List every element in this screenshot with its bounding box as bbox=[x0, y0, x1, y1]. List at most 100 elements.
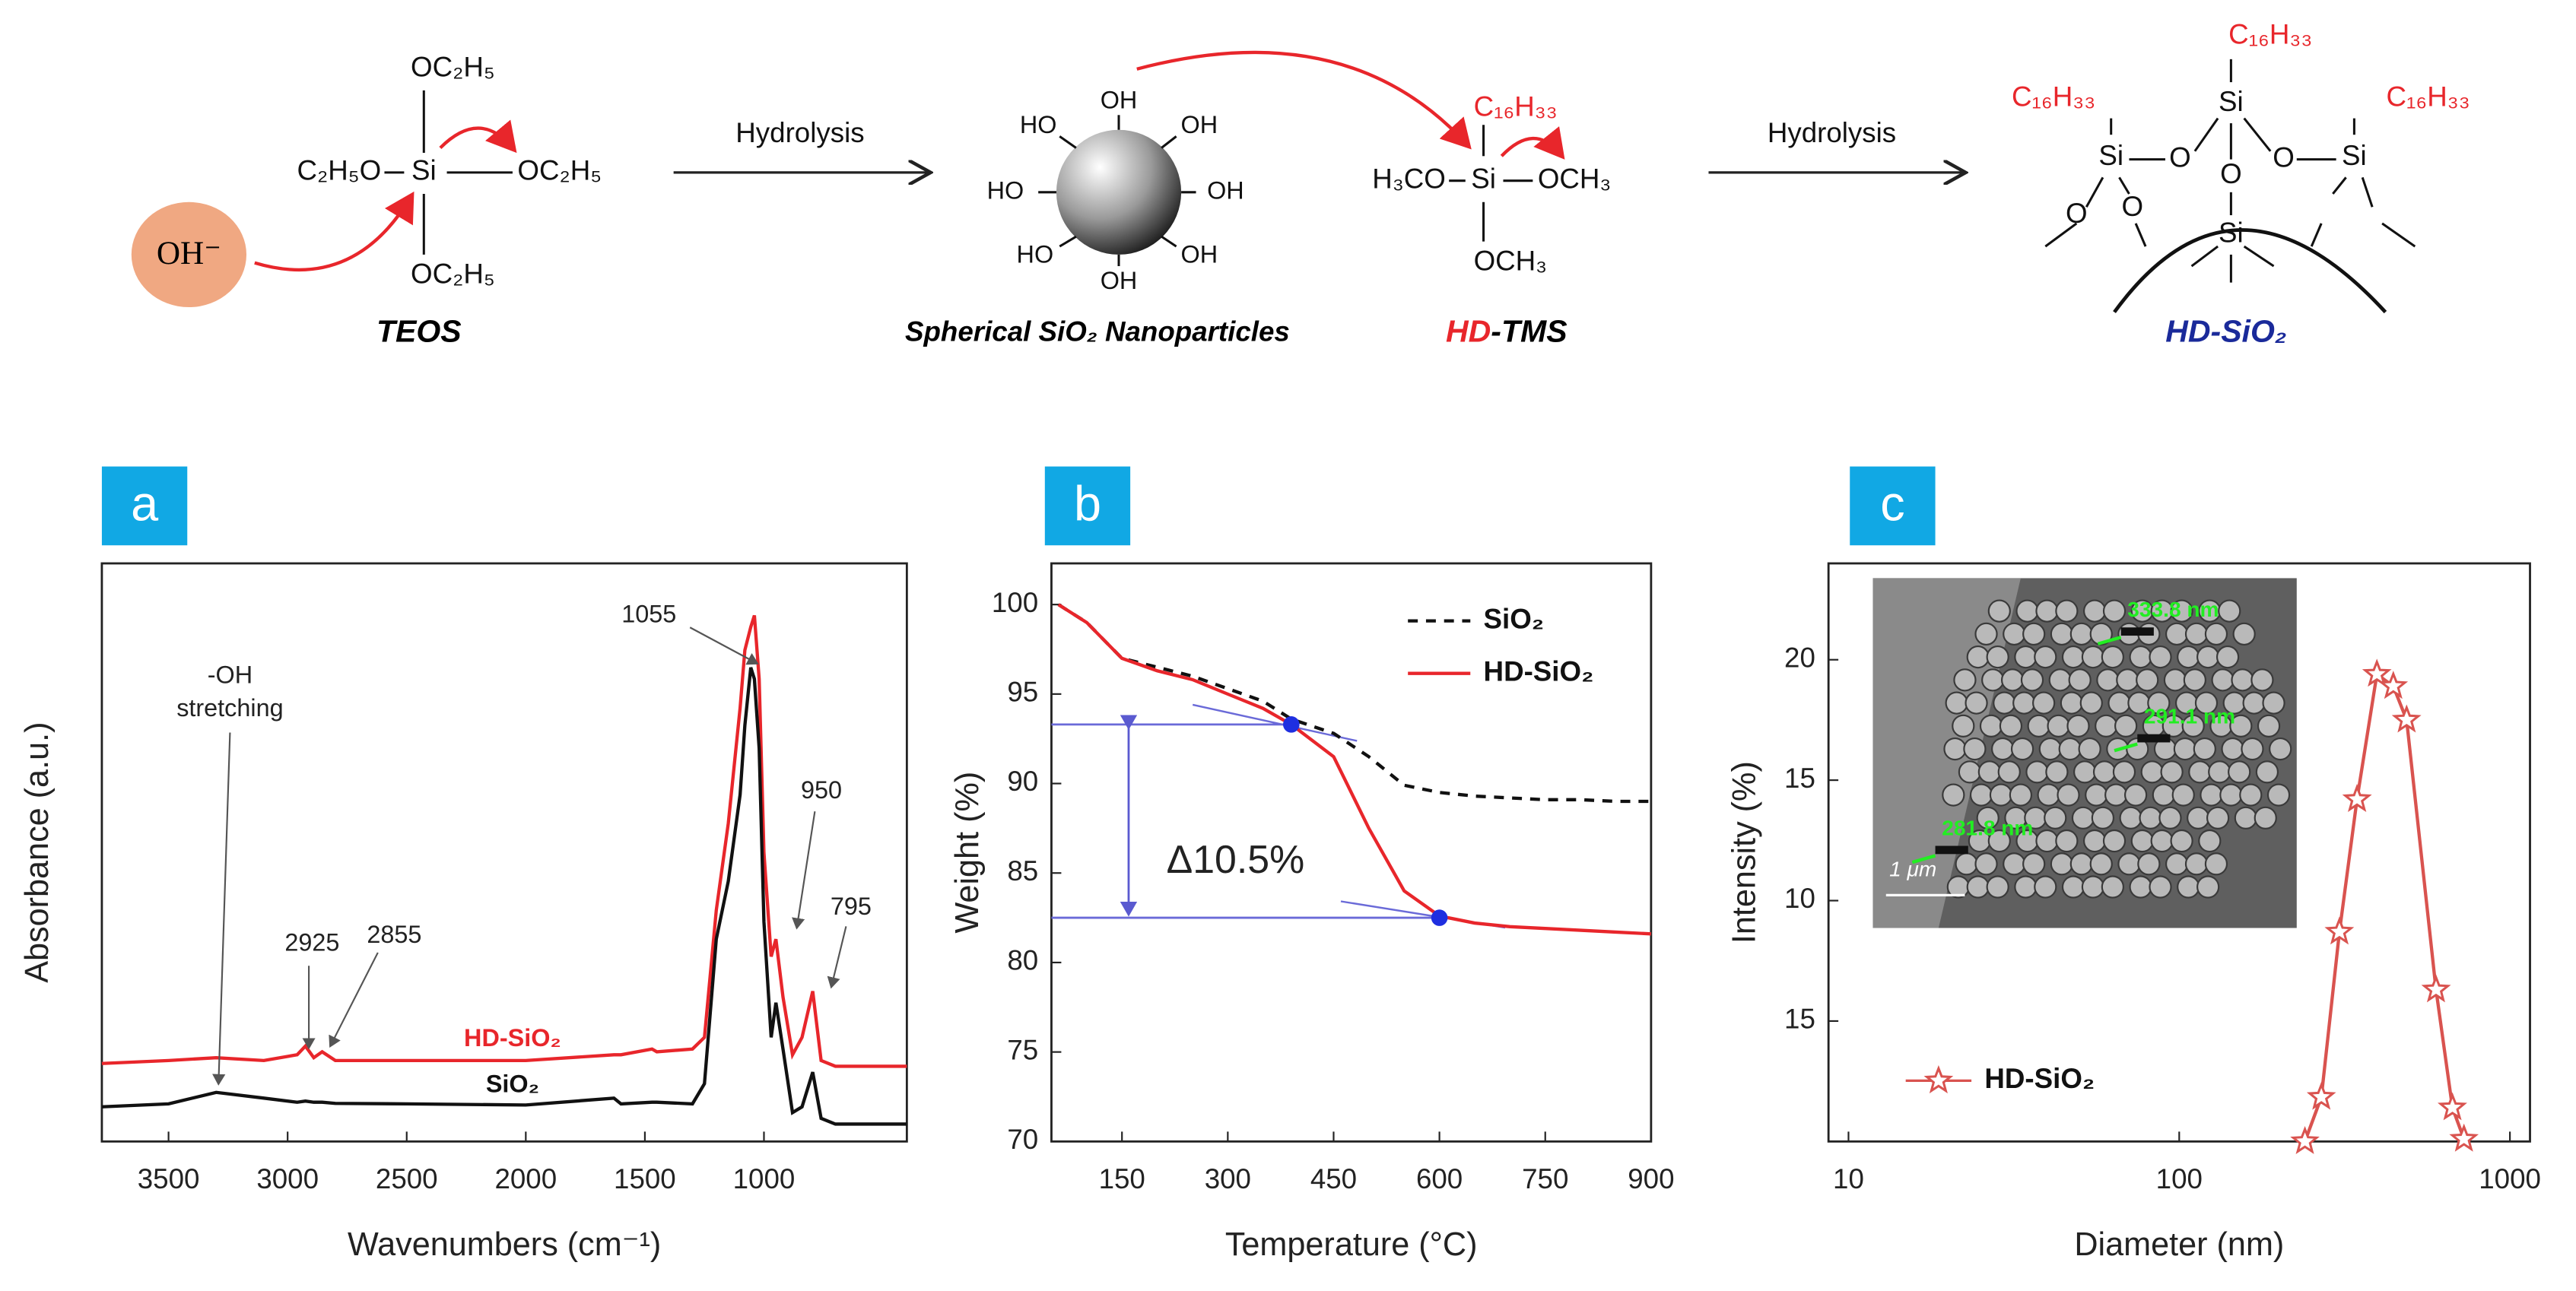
particle bbox=[2150, 829, 2174, 853]
particle bbox=[2250, 668, 2274, 692]
nanoparticle: OH HO OH HO OH HO OH OH Spherical SiO₂ N… bbox=[905, 50, 1472, 347]
particle bbox=[2129, 646, 2152, 669]
group: C₁₆H₃₃ bbox=[1474, 90, 1558, 122]
y-axis-label: Weight (%) bbox=[949, 772, 986, 934]
star-marker bbox=[2378, 671, 2409, 699]
series-line bbox=[1057, 603, 1651, 804]
atom: O bbox=[2220, 158, 2242, 189]
particle bbox=[2014, 875, 2038, 899]
particle bbox=[2061, 646, 2085, 669]
particle bbox=[2091, 806, 2115, 829]
x-tick-label: 900 bbox=[1628, 1163, 1674, 1194]
particle bbox=[1955, 852, 1978, 876]
group: C₂H₅O bbox=[297, 155, 381, 186]
x-tick-label: 10 bbox=[1833, 1163, 1864, 1194]
star-marker bbox=[2290, 1125, 2320, 1154]
particle bbox=[2196, 875, 2220, 899]
x-axis-label: Diameter (nm) bbox=[2074, 1226, 2284, 1263]
particle bbox=[2066, 714, 2090, 737]
annotation: 795 bbox=[831, 893, 872, 920]
particle bbox=[2102, 599, 2127, 623]
particle bbox=[2266, 783, 2291, 807]
hydroxyl: OH bbox=[1181, 111, 1218, 138]
particle bbox=[2170, 829, 2193, 853]
particle bbox=[2262, 691, 2285, 715]
particle bbox=[2045, 760, 2069, 784]
particle-surface bbox=[2113, 228, 2387, 314]
particle bbox=[2215, 646, 2240, 669]
particle bbox=[2022, 852, 2046, 876]
star-marker bbox=[2362, 658, 2392, 687]
particle bbox=[2221, 737, 2244, 761]
particle bbox=[2104, 783, 2128, 807]
particle bbox=[1977, 760, 2001, 784]
chart-panel: b 150 300 450 600 750 900 70 75 80 85 90 95 100 Temper… bbox=[949, 466, 1675, 1263]
y-tick-label: 85 bbox=[1007, 855, 1038, 887]
particle bbox=[2242, 691, 2266, 715]
particle bbox=[2119, 806, 2142, 829]
particle bbox=[1974, 622, 1998, 646]
hydroxyl: HO bbox=[1020, 111, 1057, 138]
annotation: 2925 bbox=[284, 929, 339, 956]
particle bbox=[2231, 668, 2254, 692]
x-tick-label: 1000 bbox=[733, 1163, 796, 1194]
particle bbox=[2102, 829, 2127, 853]
particle bbox=[1952, 714, 1975, 737]
particle bbox=[2218, 599, 2241, 623]
particle bbox=[2173, 737, 2197, 761]
particle bbox=[1981, 668, 2005, 692]
particle bbox=[2014, 646, 2038, 669]
particle bbox=[1969, 783, 1993, 807]
particle bbox=[2257, 714, 2281, 737]
particle bbox=[2085, 783, 2108, 807]
attack-arrow bbox=[254, 191, 415, 272]
particle bbox=[2183, 668, 2206, 692]
particle bbox=[2055, 599, 2079, 623]
name-part: -TMS bbox=[1491, 313, 1567, 348]
particle bbox=[2071, 806, 2095, 829]
atom: Si bbox=[2219, 86, 2244, 117]
hydroxyl: OH bbox=[1101, 87, 1138, 114]
panel-label: c bbox=[1880, 476, 1904, 531]
particle bbox=[2123, 783, 2148, 807]
y-tick-label: 15 bbox=[1784, 1004, 1815, 1035]
annotation: 2855 bbox=[367, 921, 421, 948]
particle bbox=[2200, 783, 2223, 807]
inset-label: 291.1 nm bbox=[2144, 704, 2235, 728]
particle bbox=[2048, 668, 2072, 692]
particle bbox=[2165, 622, 2189, 646]
particle bbox=[2116, 668, 2139, 692]
x-tick-label: 100 bbox=[2156, 1163, 2203, 1194]
particle bbox=[2069, 622, 2093, 646]
particle bbox=[2114, 714, 2138, 737]
particle bbox=[2003, 852, 2026, 876]
particle bbox=[2037, 783, 2060, 807]
atom: Si bbox=[1471, 163, 1496, 194]
particle bbox=[2082, 829, 2107, 853]
y-tick-label: 70 bbox=[1007, 1124, 1038, 1155]
particle bbox=[2069, 852, 2093, 876]
particle bbox=[2163, 668, 2187, 692]
sphere-bonds bbox=[1038, 115, 1196, 267]
particle bbox=[2012, 691, 2036, 715]
inset-label: 281.8 nm bbox=[1942, 816, 2033, 839]
y-tick-label: 95 bbox=[1007, 677, 1038, 708]
particle bbox=[2112, 760, 2136, 784]
series-line bbox=[101, 614, 907, 1068]
panel-badge bbox=[1044, 466, 1131, 546]
particle bbox=[2149, 875, 2172, 899]
group: OC₂H₅ bbox=[411, 52, 495, 83]
particle bbox=[2032, 691, 2056, 715]
x-tick-label: 3000 bbox=[256, 1163, 319, 1194]
measure-arrow bbox=[2097, 636, 2122, 646]
name-part: HD bbox=[1446, 313, 1491, 348]
particle bbox=[2015, 599, 2039, 623]
particle bbox=[2219, 783, 2243, 807]
legend-label: SiO₂ bbox=[1484, 603, 1545, 634]
particle bbox=[2035, 829, 2059, 853]
condensation-arrow bbox=[1136, 50, 1472, 150]
y-axis-label: Absorbance (a.u.) bbox=[19, 722, 56, 983]
star-marker bbox=[2324, 916, 2355, 945]
particle bbox=[2058, 737, 2082, 761]
hydroxyl: OH bbox=[1101, 267, 1138, 294]
